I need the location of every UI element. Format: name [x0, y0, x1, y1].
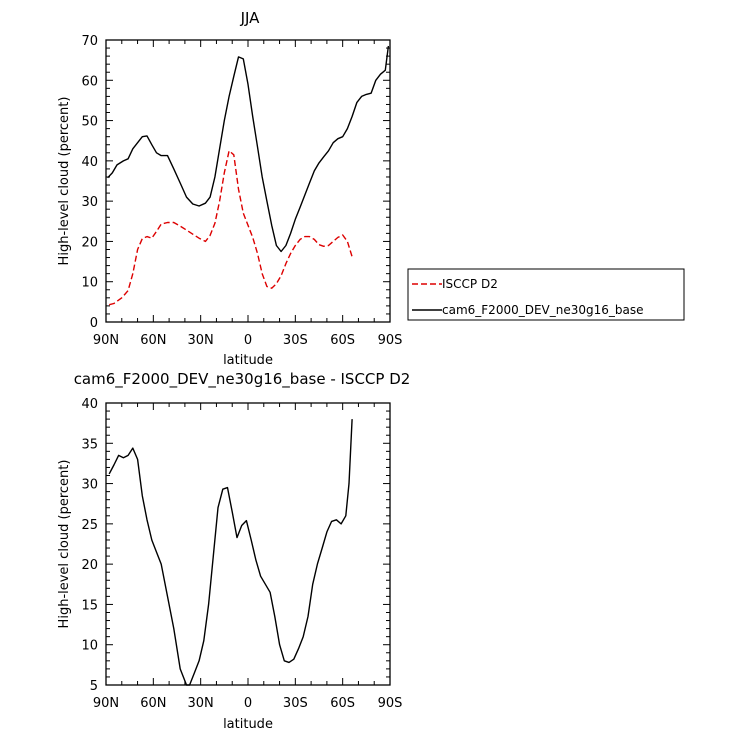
top-y-tick-label: 30: [81, 195, 98, 210]
legend-label-isccp: ISCCP D2: [442, 277, 498, 291]
bottom-x-tick-label: 30S: [283, 696, 308, 711]
bottom-plot-frame: [105, 402, 391, 686]
top-x-axis-label: latitude: [223, 353, 273, 368]
top-x-tick-label: 30N: [188, 333, 214, 348]
top-panel: JJA 90N 60N 30N 0 30S 60S 90S 0 10 20 30 40 50 60 70 l…: [57, 9, 402, 368]
top-series-line-0: [109, 150, 353, 306]
bottom-panel: cam6_F2000_DEV_ne30g16_base - ISCCP D2 9…: [57, 370, 410, 732]
legend-box: [407, 268, 685, 321]
top-x-tick-label: 90N: [93, 333, 119, 348]
top-x-tick-label: 90S: [378, 333, 403, 348]
bottom-y-tick-label: 35: [81, 437, 98, 452]
bottom-y-tick-label: 15: [81, 598, 98, 613]
bottom-y-tick-label: 40: [81, 397, 98, 412]
bottom-x-tick-label: 30N: [188, 696, 214, 711]
top-x-tick-label: 0: [244, 333, 252, 348]
top-y-tick-label: 40: [81, 155, 98, 170]
top-y-tick-label: 0: [90, 316, 98, 331]
bottom-series-group: [108, 419, 353, 686]
top-x-tick-label: 60S: [330, 333, 355, 348]
legend-label-cam6: cam6_F2000_DEV_ne30g16_base: [442, 303, 644, 317]
top-y-tick-label: 10: [81, 276, 98, 291]
bottom-x-tick-label: 90N: [93, 696, 119, 711]
bottom-x-tick-label: 60S: [330, 696, 355, 711]
top-y-tick-label: 50: [81, 115, 98, 130]
top-series-line-1: [107, 45, 390, 253]
bottom-y-tick-label: 10: [81, 639, 98, 654]
bottom-x-tick-label: 60N: [140, 696, 166, 711]
top-axes: 90N 60N 30N 0 30S 60S 90S 0 10 20 30 40 50 60 70: [81, 34, 402, 348]
bottom-chart-title: cam6_F2000_DEV_ne30g16_base - ISCCP D2: [74, 370, 411, 389]
top-y-tick-label: 60: [81, 74, 98, 89]
top-x-tick-label: 30S: [283, 333, 308, 348]
bottom-y-tick-label: 25: [81, 518, 98, 533]
bottom-y-tick-label: 30: [81, 478, 98, 493]
top-chart-title: JJA: [240, 9, 261, 27]
bottom-x-tick-label: 0: [244, 696, 252, 711]
bottom-y-tick-label: 20: [81, 558, 98, 573]
top-y-axis-label: High-level cloud (percent): [57, 97, 72, 266]
bottom-x-axis-label: latitude: [223, 717, 273, 732]
top-series-group: [107, 45, 390, 306]
top-y-tick-label: 20: [81, 235, 98, 250]
bottom-y-axis-label: High-level cloud (percent): [57, 460, 72, 629]
legend: ISCCP D2 cam6_F2000_DEV_ne30g16_base: [407, 268, 685, 321]
top-y-tick-label: 70: [81, 34, 98, 49]
bottom-axes: 90N 60N 30N 0 30S 60S 90S 5 10 15 20 25 30 35 40: [81, 397, 402, 711]
top-x-tick-label: 60N: [140, 333, 166, 348]
bottom-x-tick-label: 90S: [378, 696, 403, 711]
bottom-y-tick-label: 5: [90, 679, 98, 694]
bottom-series-line-0: [108, 419, 353, 686]
top-plot-frame: [105, 39, 391, 323]
